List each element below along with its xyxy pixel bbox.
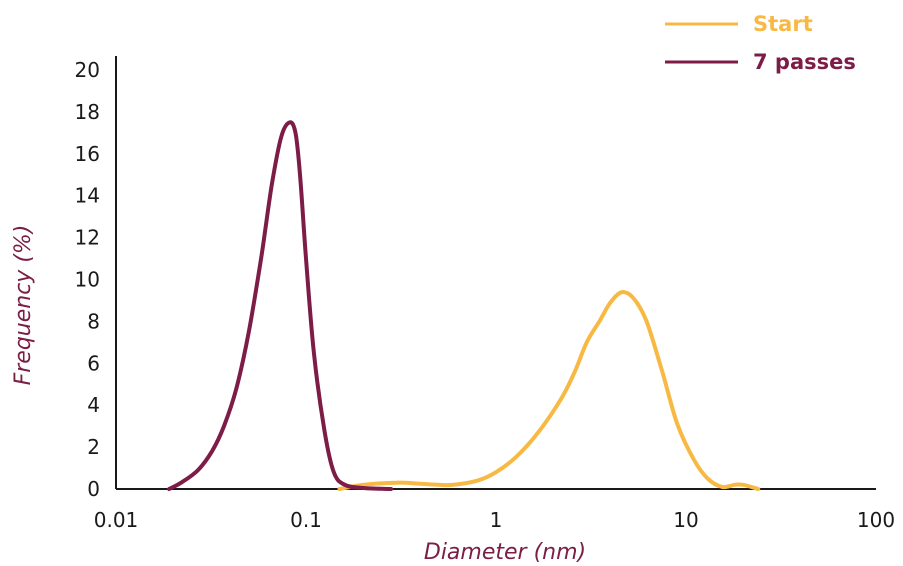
x-tick-label: 1: [490, 508, 503, 532]
legend-label: Start: [753, 12, 813, 36]
series-line-start: [337, 289, 761, 491]
legend: Start 7 passes: [665, 12, 856, 74]
series-line-seven-passes: [167, 120, 393, 491]
y-tick-label: 2: [87, 435, 100, 459]
y-tick-label: 18: [75, 100, 100, 124]
y-tick-label: 16: [75, 142, 100, 166]
x-tick-label: 0.01: [94, 508, 139, 532]
axes: [115, 56, 876, 490]
x-tick-label: 0.1: [290, 508, 322, 532]
x-axis-title: Diameter (nm): [424, 540, 586, 565]
y-axis-title: Frequency (%): [11, 225, 36, 386]
y-tick-label: 8: [87, 309, 100, 333]
series-lines: [167, 120, 761, 491]
y-tick-label: 0: [87, 477, 100, 501]
tick-labels: 0.01 0.1 1 10 100 0 2 4 6 8 10 12 14 16 18 20: [75, 58, 896, 532]
y-tick-label: 6: [87, 351, 100, 375]
legend-label: 7 passes: [753, 50, 856, 74]
y-tick-label: 20: [75, 58, 100, 82]
y-tick-label: 12: [75, 226, 100, 250]
y-tick-label: 10: [75, 268, 100, 292]
y-tick-label: 4: [87, 393, 100, 417]
x-tick-label: 10: [673, 508, 698, 532]
x-tick-label: 100: [857, 508, 895, 532]
y-tick-label: 14: [75, 184, 100, 208]
